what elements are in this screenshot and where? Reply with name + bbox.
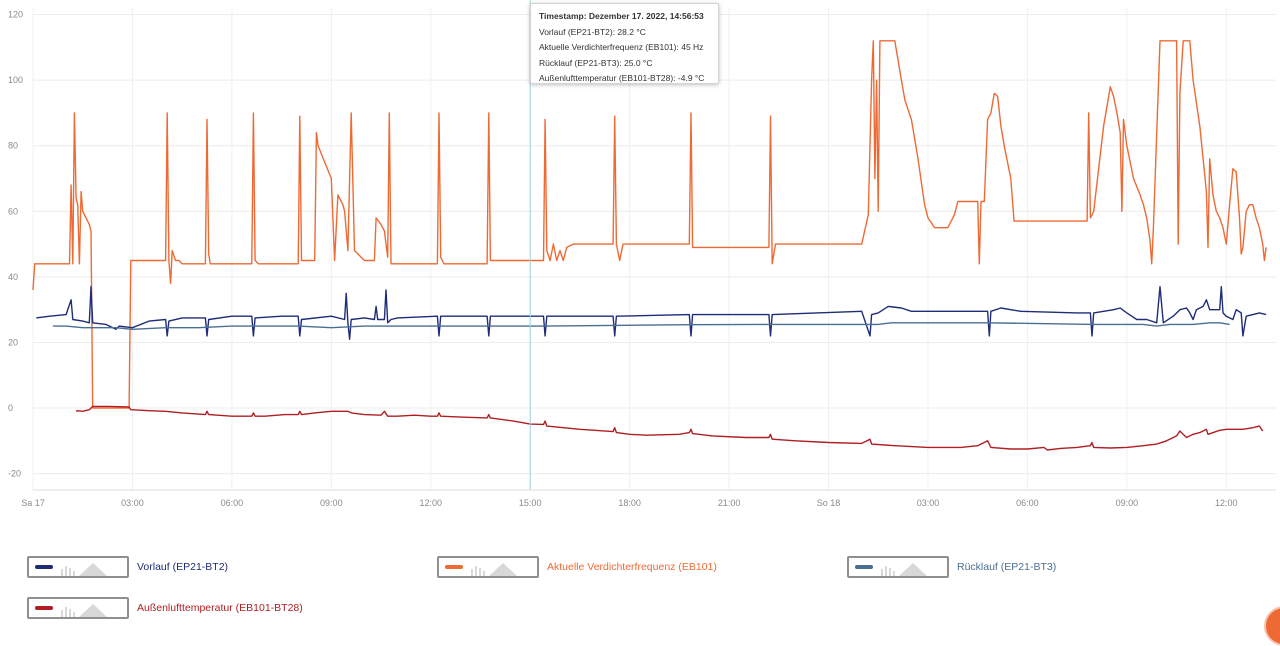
legend-toggle[interactable] — [437, 556, 539, 578]
legend-swatch — [35, 606, 53, 610]
legend-chart-preview-icon — [61, 563, 107, 576]
tooltip-ruecklauf: Rücklauf (EP21-BT3): 25.0 °C — [539, 57, 653, 68]
series-line-ruecklauf — [52, 322, 1230, 330]
legend-chart-preview-icon — [881, 563, 927, 576]
x-tick-label: 06:00 — [221, 498, 244, 508]
tooltip-compressor: Aktuelle Verdichterfrequenz (EB101): 45 … — [539, 42, 704, 52]
line-chart[interactable]: 120 100 80 60 40 20 0 -20 Sa 17 03:00 06:00 09:00 12… — [0, 0, 1280, 520]
x-tick-label: 03:00 — [121, 498, 144, 508]
x-tick-label: 15:00 — [519, 498, 542, 508]
legend-label: Außenlufttemperatur (EB101-BT28) — [137, 602, 303, 614]
x-tick-label: 09:00 — [1116, 498, 1139, 508]
legend-item-aussen[interactable]: Außenlufttemperatur (EB101-BT28) — [27, 597, 303, 619]
x-tick-label: So 18 — [817, 498, 841, 508]
y-tick-label: -20 — [8, 469, 21, 479]
legend-label: Rücklauf (EP21-BT3) — [957, 561, 1057, 573]
series-line-aussen — [75, 405, 1264, 451]
x-tick-label: 03:00 — [917, 498, 940, 508]
x-tick-label: 21:00 — [718, 498, 741, 508]
chart-series — [32, 40, 1267, 451]
x-tick-label: Sa 17 — [21, 498, 45, 508]
legend-item-ruecklauf[interactable]: Rücklauf (EP21-BT3) — [847, 556, 1056, 578]
y-tick-label: 80 — [8, 141, 18, 151]
x-tick-label: 12:00 — [419, 498, 442, 508]
tooltip-vorlauf: Vorlauf (EP21-BT2): 28.2 °C — [539, 26, 646, 37]
legend-chart-preview-icon — [61, 604, 107, 617]
chart-legend: Vorlauf (EP21-BT2) Aktuelle Verdichterfr… — [0, 550, 1280, 625]
legend-chart-preview-icon — [471, 563, 517, 576]
y-tick-label: 20 — [8, 337, 18, 347]
x-tick-label: 06:00 — [1016, 498, 1039, 508]
x-tick-label: 12:00 — [1215, 498, 1238, 508]
x-tick-label: 09:00 — [320, 498, 343, 508]
series-line-vorlauf — [36, 286, 1267, 340]
y-tick-label: 120 — [8, 10, 23, 20]
legend-toggle[interactable] — [27, 597, 129, 619]
legend-item-compressor[interactable]: Aktuelle Verdichterfrequenz (EB101) — [437, 556, 717, 578]
chart-axis-labels: 120 100 80 60 40 20 0 -20 Sa 17 03:00 06:00 09:00 12… — [8, 10, 1238, 508]
legend-label: Aktuelle Verdichterfrequenz (EB101) — [547, 561, 717, 573]
legend-toggle[interactable] — [847, 556, 949, 578]
y-tick-label: 100 — [8, 75, 23, 85]
legend-swatch — [855, 565, 873, 569]
legend-swatch — [445, 565, 463, 569]
tooltip-aussen: Außenlufttemperatur (EB101-BT28): -4.9 °… — [539, 73, 705, 83]
x-tick-label: 18:00 — [618, 498, 641, 508]
y-tick-label: 40 — [8, 272, 18, 282]
legend-swatch — [35, 565, 53, 569]
y-tick-label: 0 — [8, 403, 13, 413]
series-line-compressor — [32, 40, 1267, 409]
legend-toggle[interactable] — [27, 556, 129, 578]
tooltip-timestamp: Timestamp: Dezember 17. 2022, 14:56:53 — [539, 11, 704, 21]
y-tick-label: 60 — [8, 206, 18, 216]
hover-tooltip: Timestamp: Dezember 17. 2022, 14:56:53 V… — [530, 3, 719, 84]
legend-item-vorlauf[interactable]: Vorlauf (EP21-BT2) — [27, 556, 228, 578]
legend-label: Vorlauf (EP21-BT2) — [137, 561, 229, 573]
